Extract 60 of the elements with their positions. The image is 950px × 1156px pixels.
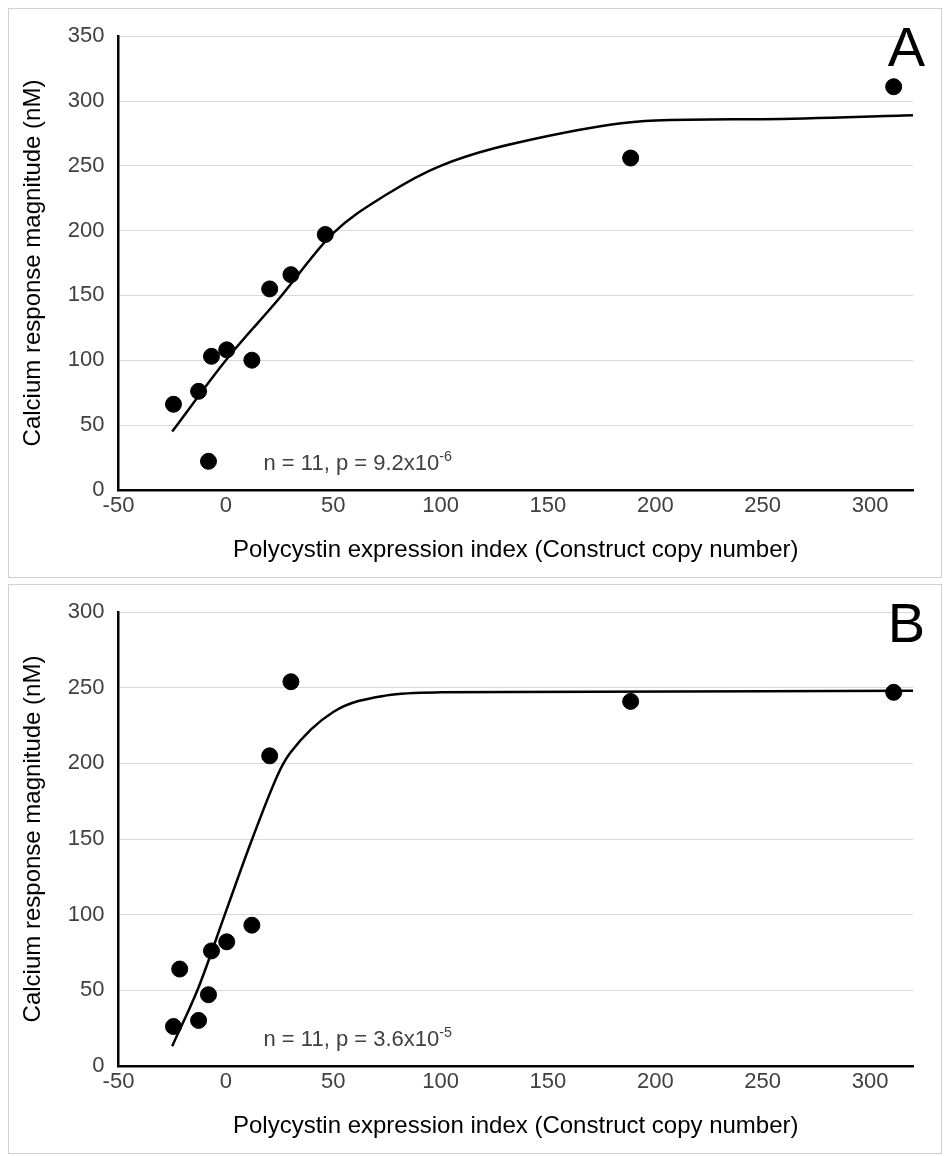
point [282,673,300,691]
y-tick-label: 200 [67,749,105,775]
x-tick-label: 150 [529,492,567,518]
x-tick-label: 50 [320,1068,346,1094]
x-tick-label: 250 [744,492,782,518]
point [243,916,261,934]
x-tick-label: -50 [102,1068,135,1094]
point [243,351,261,369]
x-tick-label: 50 [320,492,346,518]
chart-title: B [887,590,925,654]
point [282,266,300,284]
point [190,382,208,400]
point [190,1011,208,1029]
x-tick-label: 300 [851,1068,889,1094]
x-tick-label: 0 [219,1068,232,1094]
y-tick-label: 250 [67,673,105,699]
x-tick-label: 100 [422,1068,459,1094]
chart-title: A [887,14,926,78]
x-tick-label: 250 [744,1068,782,1094]
y-tick-label: 0 [92,1051,105,1077]
point [885,683,903,701]
x-tick-label: 200 [636,492,674,518]
point [164,1017,182,1035]
y-tick-label: 250 [67,151,105,177]
point [218,933,236,951]
y-tick-label: 350 [67,22,105,48]
x-tick-label: -50 [102,492,135,518]
point [885,78,903,96]
point [199,452,217,470]
point [622,692,640,710]
line-series [170,114,913,433]
y-tick-label: 50 [80,411,105,437]
x-tick-label: 100 [422,492,459,518]
point [164,395,182,413]
point [316,225,334,243]
x-tick-label: 150 [529,1068,567,1094]
y-tick-label: 300 [67,87,105,113]
point [199,986,217,1004]
y-tick-label: 150 [67,825,105,851]
point [261,280,279,298]
y-axis-title: Calcium response magnitude (nM) [18,655,46,1023]
x-tick-label: 0 [219,492,232,518]
y-tick-label: 0 [92,475,105,501]
x-axis-title: Polycystin expression index (Construct copy number) [232,535,799,563]
y-tick-label: 150 [67,281,105,307]
y-axis-title: Calcium response magnitude (nM) [18,79,46,447]
y-tick-label: 100 [67,900,105,926]
x-tick-label: 300 [851,492,889,518]
x-axis-title: Polycystin expression index (Construct copy number) [232,1111,799,1139]
point [202,347,220,365]
point [261,747,279,765]
point [202,942,220,960]
x-tick-label: 200 [636,1068,674,1094]
y-tick-label: 300 [67,598,105,624]
y-tick-label: 200 [67,216,105,242]
point [218,341,236,359]
point [171,960,189,978]
point [622,149,640,167]
y-tick-label: 100 [67,346,105,372]
y-tick-label: 50 [80,976,105,1002]
